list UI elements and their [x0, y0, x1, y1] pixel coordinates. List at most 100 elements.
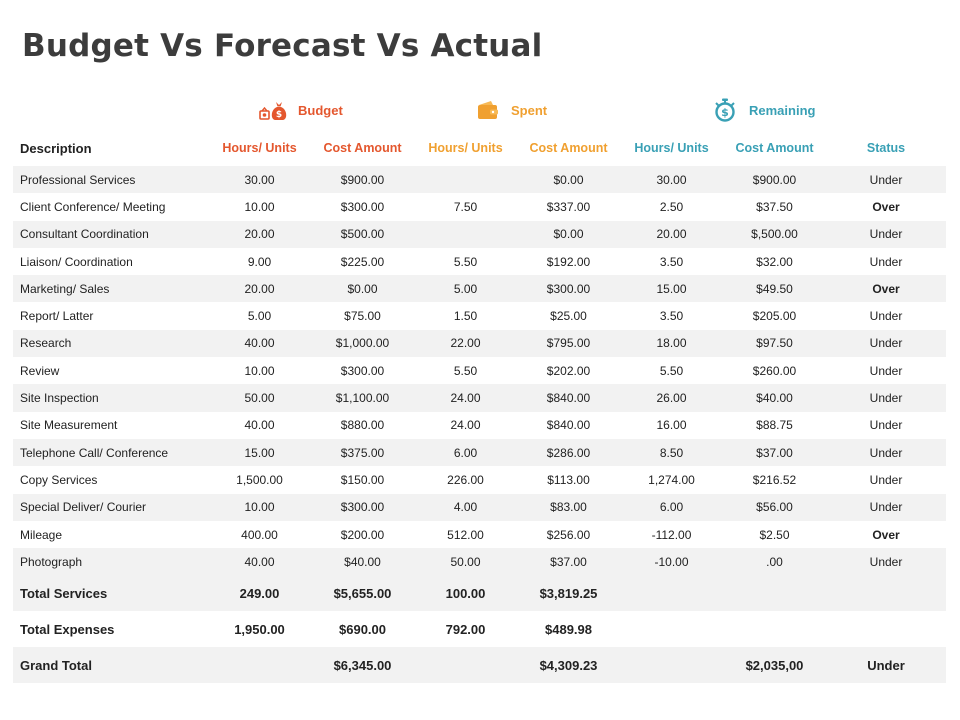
cell-remaining-cost: $900.00 — [723, 166, 826, 194]
table-row: Liaison/ Coordination 9.00 $225.00 5.50 … — [13, 248, 946, 275]
cell-budget-cost: $5,655.00 — [311, 575, 414, 612]
cell-budget-hours: 1,950.00 — [234, 621, 285, 637]
total-row: Grand Total $6,345.00 $4,309.23 $2,035,0… — [13, 647, 946, 684]
cell-spent-cost: $300.00 — [517, 275, 620, 303]
budget-group-label: Budget — [298, 102, 343, 118]
cell-description: Site Inspection — [13, 384, 208, 412]
cell-budget-cost: $75.00 — [344, 309, 381, 324]
col-remaining-cost: Cost Amount — [735, 141, 814, 155]
cell-remaining-hours: -10.00 — [620, 548, 723, 576]
col-budget-hours: Hours/ Units — [222, 141, 297, 155]
cell-remaining-cost: .00 — [723, 548, 826, 576]
cell-budget-hours: 5.00 — [247, 309, 272, 324]
cell-remaining-cost: $32.00 — [756, 254, 793, 269]
cell-spent-hours: 5.50 — [453, 363, 478, 378]
cell-description: Client Conference/ Meeting — [20, 199, 166, 214]
cell-budget-cost: $40.00 — [311, 548, 414, 576]
cell-remaining-cost: $37.00 — [723, 438, 826, 467]
cell-budget-hours: 40.00 — [208, 548, 311, 576]
cell-budget-cost: $900.00 — [311, 166, 414, 194]
cell-spent-cost: $840.00 — [546, 418, 591, 433]
cell-spent-cost: $113.00 — [547, 472, 590, 487]
cell-spent-cost: $25.00 — [550, 309, 587, 324]
cell-remaining-hours: 18.00 — [620, 329, 723, 358]
table-row: Copy Services 1,500.00 $150.00 226.00 $1… — [13, 466, 946, 493]
cell-remaining-hours — [620, 611, 723, 647]
cell-description: Total Services — [13, 575, 208, 612]
budget-group-header: $ Budget — [258, 96, 343, 124]
table-row: Marketing/ Sales 20.00 $0.00 5.00 $300.0… — [13, 275, 946, 303]
cell-spent-hours: 1.50 — [453, 309, 478, 324]
cell-status: Under — [869, 254, 903, 269]
table-row: Photograph 40.00 $40.00 50.00 $37.00 -10… — [13, 548, 946, 576]
cell-budget-cost: $6,345.00 — [311, 647, 414, 684]
cell-status: Over — [872, 527, 900, 542]
cell-remaining-hours: 20.00 — [620, 220, 723, 248]
cell-remaining-hours: 3.50 — [659, 309, 684, 324]
cell-spent-hours: 22.00 — [414, 329, 517, 358]
table-row: Site Measurement 40.00 $880.00 24.00 $84… — [13, 412, 946, 439]
cell-remaining-cost: $49.50 — [723, 275, 826, 303]
cell-remaining-cost — [723, 611, 826, 647]
cell-remaining-hours: 2.50 — [659, 199, 684, 214]
cell-remaining-cost: $260.00 — [752, 363, 797, 378]
cell-spent-hours — [414, 647, 517, 684]
cell-spent-hours: 7.50 — [453, 199, 478, 214]
cell-description: Consultant Coordination — [13, 220, 208, 248]
cell-spent-cost: $83.00 — [517, 493, 620, 521]
cell-description: Total Expenses — [20, 621, 115, 637]
cell-budget-hours: 40.00 — [208, 329, 311, 358]
cell-remaining-hours: -112.00 — [651, 527, 692, 542]
remaining-group-header: $ Remaining — [711, 96, 815, 124]
cell-status: Under — [826, 548, 946, 576]
wallet-icon — [478, 101, 498, 119]
cell-remaining-cost: $205.00 — [752, 309, 797, 324]
cell-remaining-hours: 6.00 — [620, 493, 723, 521]
cell-budget-hours: 20.00 — [208, 275, 311, 303]
table-row: Consultant Coordination 20.00 $500.00 $0… — [13, 220, 946, 248]
cell-spent-hours: 6.00 — [414, 438, 517, 467]
total-row: Total Services 249.00 $5,655.00 100.00 $… — [13, 575, 946, 612]
cell-spent-hours: 4.00 — [414, 493, 517, 521]
col-spent-cost: Cost Amount — [529, 141, 608, 155]
cell-remaining-cost: $97.50 — [723, 329, 826, 358]
cell-spent-hours — [414, 220, 517, 248]
cell-spent-hours: 50.00 — [414, 548, 517, 576]
cell-status — [826, 575, 946, 612]
cell-status: Under — [826, 384, 946, 412]
cell-status: Under — [869, 418, 903, 433]
column-header-row: Description Hours/ Units Cost Amount Hou… — [13, 134, 946, 162]
cell-description: Liaison/ Coordination — [20, 254, 133, 269]
col-description: Description — [20, 140, 92, 156]
spent-group-header: Spent — [475, 96, 547, 124]
cell-remaining-hours: 1,274.00 — [648, 472, 695, 487]
page-title: Budget Vs Forecast Vs Actual — [22, 28, 543, 64]
cell-budget-hours: 15.00 — [208, 438, 311, 467]
cell-remaining-cost: $,500.00 — [723, 220, 826, 248]
table-row: Research 40.00 $1,000.00 22.00 $795.00 1… — [13, 329, 946, 358]
cell-description: Copy Services — [20, 472, 98, 487]
cell-remaining-hours: 15.00 — [620, 275, 723, 303]
cell-budget-cost: $300.00 — [340, 363, 385, 378]
cell-description: Photograph — [13, 548, 208, 576]
cell-remaining-hours: 8.50 — [620, 438, 723, 467]
cell-description: Site Measurement — [20, 418, 118, 433]
cell-remaining-cost: $2,035,00 — [723, 647, 826, 684]
cell-remaining-cost: $56.00 — [723, 493, 826, 521]
cell-spent-cost: $37.00 — [517, 548, 620, 576]
col-budget-cost: Cost Amount — [323, 141, 402, 155]
cell-spent-hours: 24.00 — [414, 384, 517, 412]
cell-remaining-hours: 30.00 — [620, 166, 723, 194]
cell-status: Under — [826, 329, 946, 358]
cell-budget-hours — [208, 647, 311, 684]
cell-budget-cost: $500.00 — [311, 220, 414, 248]
cell-budget-hours: 10.00 — [208, 493, 311, 521]
cell-status: Under — [826, 493, 946, 521]
cell-spent-cost: $795.00 — [517, 329, 620, 358]
cell-budget-hours: 50.00 — [208, 384, 311, 412]
cell-status: Under — [826, 647, 946, 684]
cell-remaining-cost: $37.50 — [756, 199, 793, 214]
cell-budget-hours: 40.00 — [244, 418, 275, 433]
cell-status: Over — [826, 275, 946, 303]
table-row: Review 10.00 $300.00 5.50 $202.00 5.50 $… — [13, 357, 946, 384]
